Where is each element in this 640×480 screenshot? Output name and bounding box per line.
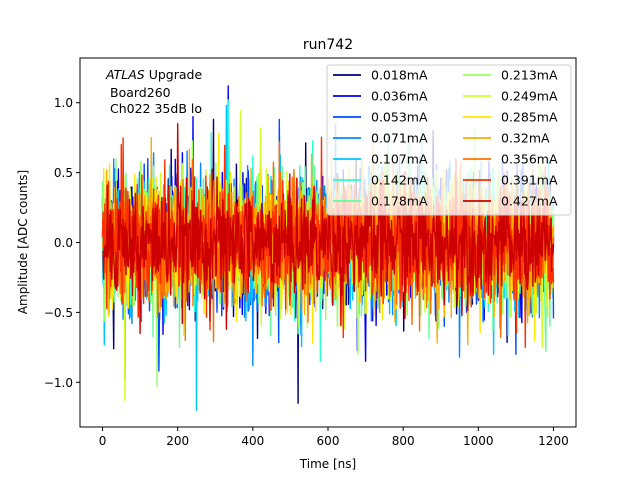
x-tick-label: 0: [99, 434, 107, 448]
legend-label: 0.107mA: [371, 152, 428, 167]
x-tick-label: 800: [392, 434, 415, 448]
legend-label: 0.391mA: [501, 173, 558, 188]
annotation-line-1: ATLAS Upgrade: [105, 67, 202, 82]
x-tick-label: 1000: [463, 434, 494, 448]
legend-label: 0.213mA: [501, 68, 558, 83]
x-tick-label: 400: [241, 434, 264, 448]
legend-label: 0.285mA: [501, 110, 558, 125]
y-tick-label: 0.5: [54, 166, 73, 180]
y-tick-label: −0.5: [44, 306, 73, 320]
legend-label: 0.427mA: [501, 194, 558, 209]
legend-label: 0.142mA: [371, 173, 428, 188]
x-axis-label: Time [ns]: [299, 457, 356, 471]
atlas-annotation: ATLAS Upgrade Board260 Ch022 35dB lo: [105, 67, 202, 116]
annotation-atlas: ATLAS: [105, 67, 145, 82]
legend-label: 0.249mA: [501, 89, 558, 104]
x-tick-label: 1200: [538, 434, 569, 448]
legend-label: 0.018mA: [371, 68, 428, 83]
legend-label: 0.036mA: [371, 89, 428, 104]
legend-label: 0.178mA: [371, 194, 428, 209]
y-tick-label: −1.0: [44, 376, 73, 390]
legend: 0.018mA 0.036mA 0.053mA 0.071mA 0.107mA 0.142…: [326, 64, 572, 216]
legend-label: 0.053mA: [371, 110, 428, 125]
annotation-upgrade: Upgrade: [145, 67, 203, 82]
legend-label: 0.356mA: [501, 152, 558, 167]
annotation-channel: Ch022 35dB lo: [110, 101, 202, 116]
chart-title: run742: [303, 37, 353, 53]
y-tick-label: 1.0: [54, 96, 73, 110]
legend-label: 0.32mA: [501, 131, 550, 146]
series-layer: [101, 85, 555, 411]
y-axis-label: Amplitude [ADC counts]: [16, 170, 30, 314]
series-line-0.427mA: [102, 123, 555, 335]
legend-label: 0.071mA: [371, 131, 428, 146]
annotation-board: Board260: [110, 85, 171, 100]
x-tick-label: 200: [166, 434, 189, 448]
y-tick-label: 0.0: [54, 236, 73, 250]
axes-layer: 0 200 400 600 800 1000 1200 −1.0 −0.5 0.0 0.5 1.0: [44, 96, 569, 448]
legend-box: [326, 64, 572, 216]
x-tick-label: 600: [317, 434, 340, 448]
